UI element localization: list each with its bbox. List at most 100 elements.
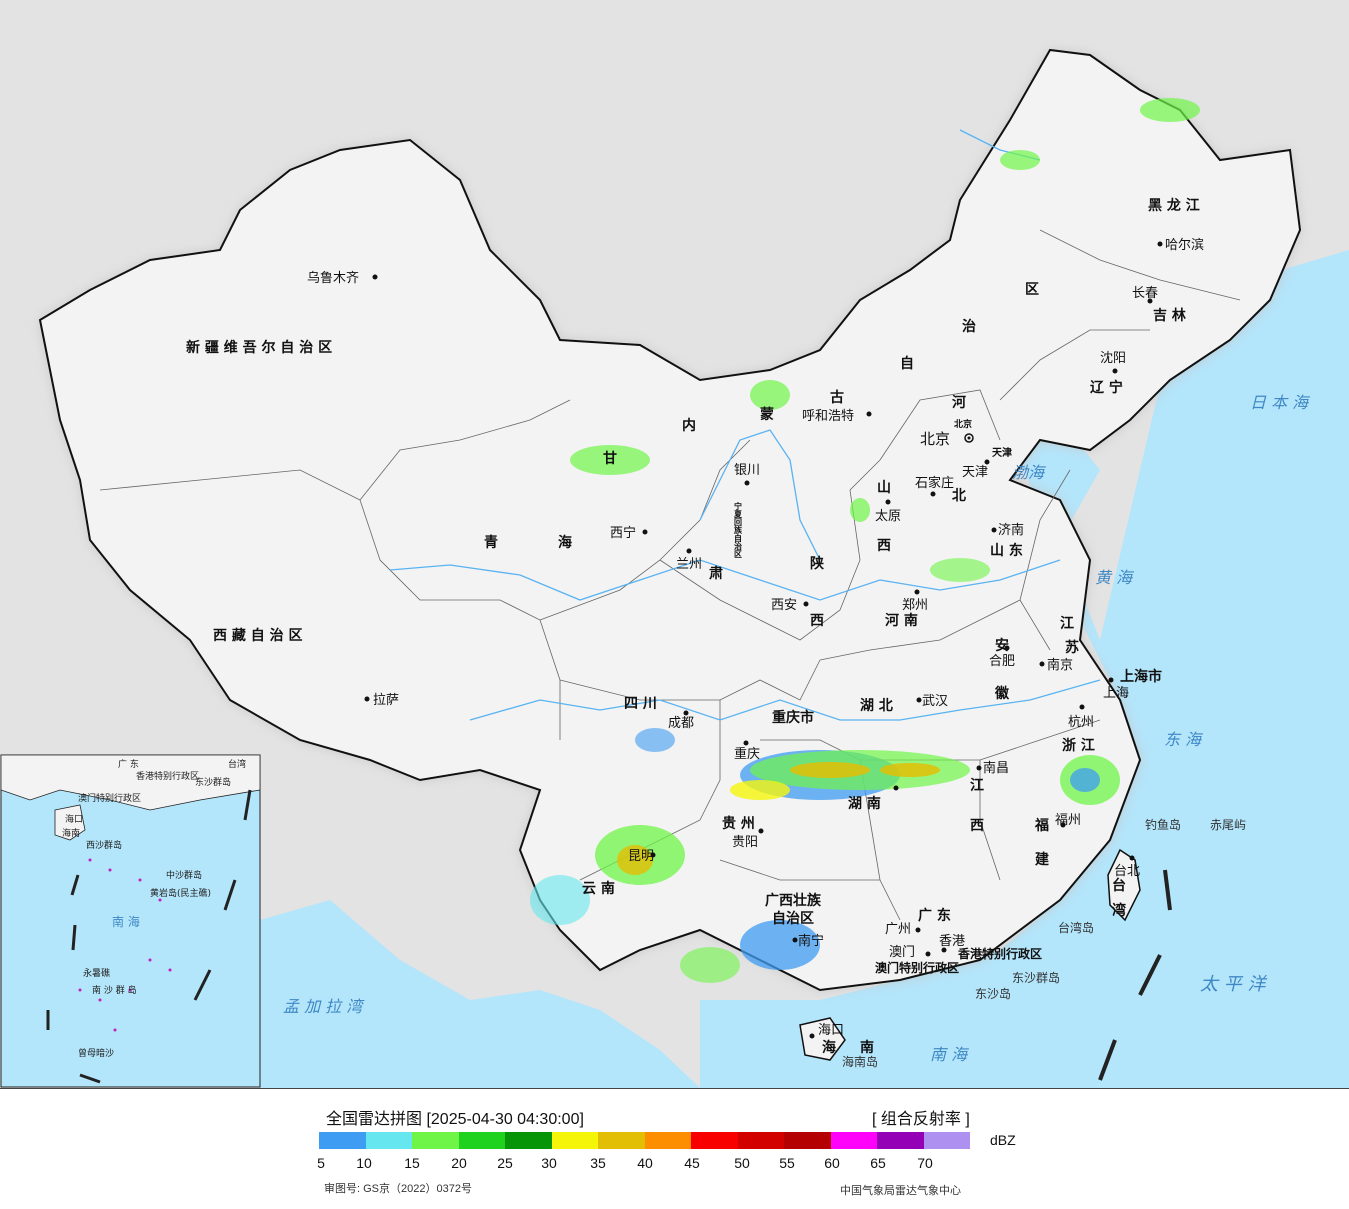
color-swatch [551, 1132, 598, 1149]
color-swatch [505, 1132, 552, 1149]
region-shanghai: 上海市 [1120, 668, 1162, 685]
region-guangxi-2: 自治区 [772, 910, 814, 927]
color-swatch [365, 1132, 412, 1149]
region-hainan-2: 南 [860, 1039, 874, 1056]
color-swatch [830, 1132, 877, 1149]
city-zhengzhou: 郑州 [902, 589, 928, 613]
svg-text:昆明: 昆明 [628, 849, 654, 864]
color-swatch [644, 1132, 691, 1149]
island-diaoyu: 钓鱼岛 [1145, 817, 1181, 832]
city-shijiazhuang: 石家庄 [915, 475, 954, 497]
city-shenyang: 沈阳 [1100, 351, 1126, 374]
region-neimenggu-3: 古 [830, 389, 844, 406]
svg-text:上海: 上海 [1103, 686, 1129, 701]
island-chiwei: 赤尾屿 [1210, 818, 1246, 832]
inset-xisha: 西沙群岛 [86, 839, 122, 851]
inset-hainan: 海南 [62, 827, 80, 839]
color-swatch [691, 1132, 738, 1149]
region-gansu-2: 肃 [709, 565, 723, 582]
inset-guangdong: 广 东 [118, 758, 139, 770]
city-shanghai: 上海 [1103, 677, 1129, 701]
svg-text:杭州: 杭州 [1068, 715, 1094, 730]
region-yunnan: 云 南 [582, 880, 615, 897]
region-guangdong: 广 东 [918, 907, 951, 924]
inset-macau: 澳门特别行政区 [78, 792, 141, 804]
svg-text:南京: 南京 [1047, 657, 1073, 673]
scale-tick-label: 70 [917, 1155, 933, 1171]
color-swatch [923, 1132, 970, 1149]
svg-text:合肥: 合肥 [989, 654, 1015, 669]
scale-tick-label: 50 [734, 1155, 750, 1171]
city-yinchuan: 银川 [734, 463, 760, 486]
city-tianjin: 天津 [962, 459, 990, 480]
sea-area [700, 250, 1349, 1088]
city-hongkong: 香港 [939, 934, 965, 953]
island-hainan: 海南岛 [842, 1054, 878, 1069]
scale-tick-label: 60 [824, 1155, 840, 1171]
region-neimenggu-1: 内 [682, 417, 696, 434]
region-beijing: 北京 [954, 418, 972, 430]
legend-product: [ 组合反射率 ] [872, 1111, 970, 1128]
city-macau: 澳门 [889, 944, 931, 960]
scale-tick-label: 35 [590, 1155, 606, 1171]
inset-nansha: 南 沙 群 岛 [92, 984, 137, 996]
svg-text:福州: 福州 [1055, 813, 1081, 828]
city-hefei: 合肥 [989, 645, 1015, 669]
city-hangzhou: 杭州 [1068, 704, 1094, 730]
color-scale [319, 1132, 970, 1149]
region-jiangsu-1: 江 [1060, 615, 1074, 632]
svg-text:南宁: 南宁 [798, 933, 824, 949]
svg-text:南昌: 南昌 [983, 760, 1009, 776]
svg-text:广州: 广州 [885, 922, 911, 937]
region-hainan-1: 海 [822, 1039, 836, 1056]
data-source: 中国气象局雷达气象中心 [840, 1185, 961, 1197]
inset-huangyan: 黄岩岛(民主礁) [150, 887, 211, 899]
sea-pacific: 太 平 洋 [1200, 974, 1267, 995]
inset-zengmu: 曾母暗沙 [78, 1047, 114, 1059]
svg-text:石家庄: 石家庄 [915, 475, 954, 491]
china-landmass [38, 48, 1302, 1061]
city-changsha [893, 785, 899, 791]
svg-text:重庆: 重庆 [734, 746, 760, 762]
city-harbin: 哈尔滨 [1157, 237, 1204, 253]
svg-text:成都: 成都 [668, 716, 694, 731]
scale-tick-label: 65 [870, 1155, 886, 1171]
region-taiwan-2: 湾 [1112, 902, 1126, 919]
svg-text:贵阳: 贵阳 [732, 835, 758, 850]
city-hohhot: 呼和浩特 [802, 409, 872, 424]
region-anhui-1: 安 [995, 637, 1009, 654]
island-taiwan: 台湾岛 [1058, 920, 1094, 935]
scale-tick-label: 45 [684, 1155, 700, 1171]
svg-text:澳门: 澳门 [889, 944, 915, 960]
region-fujian-2: 建 [1035, 851, 1049, 868]
inset-hongkong: 香港特别行政区 [136, 770, 199, 782]
region-tianjin: 天津 [992, 446, 1012, 459]
radar-echoes [530, 98, 1200, 983]
sea-bohai: 渤海 [1012, 463, 1046, 482]
china-radar-map: 新 疆 维 吾 尔 自 治 区 西 藏 自 治 区 青 海 甘 肃 内 蒙 古 … [0, 0, 1349, 1088]
legend-unit: dBZ [990, 1132, 1016, 1148]
svg-text:西安: 西安 [771, 598, 797, 613]
region-jilin: 吉 林 [1153, 307, 1186, 324]
city-xining: 西宁 [610, 525, 648, 541]
svg-text:海口: 海口 [818, 1023, 844, 1038]
svg-text:天津: 天津 [962, 465, 988, 480]
city-chengdu: 成都 [668, 710, 694, 731]
scale-tick-label: 40 [637, 1155, 653, 1171]
south-china-sea-inset: 广 东 台湾 香港特别行政区 澳门特别行政区 东沙群岛 海口 海南 西沙群岛 中… [0, 754, 261, 1088]
svg-text:呼和浩特: 呼和浩特 [802, 409, 854, 424]
svg-text:济南: 济南 [998, 522, 1024, 538]
svg-text:武汉: 武汉 [922, 694, 948, 709]
region-hubei: 湖 北 [860, 698, 893, 714]
svg-text:郑州: 郑州 [902, 598, 928, 613]
region-neimenggu-5: 治 [962, 318, 976, 335]
region-hebei-2: 北 [952, 488, 966, 504]
region-shanxi-2: 西 [877, 538, 891, 554]
city-lhasa: 拉萨 [364, 693, 399, 708]
scale-tick-label: 5 [317, 1155, 325, 1171]
region-guangxi-1: 广西壮族 [765, 892, 822, 909]
city-haikou: 海口 [809, 1023, 844, 1039]
city-fuzhou: 福州 [1055, 813, 1081, 828]
sea-bengal: 孟 加 拉 湾 [283, 997, 365, 1016]
